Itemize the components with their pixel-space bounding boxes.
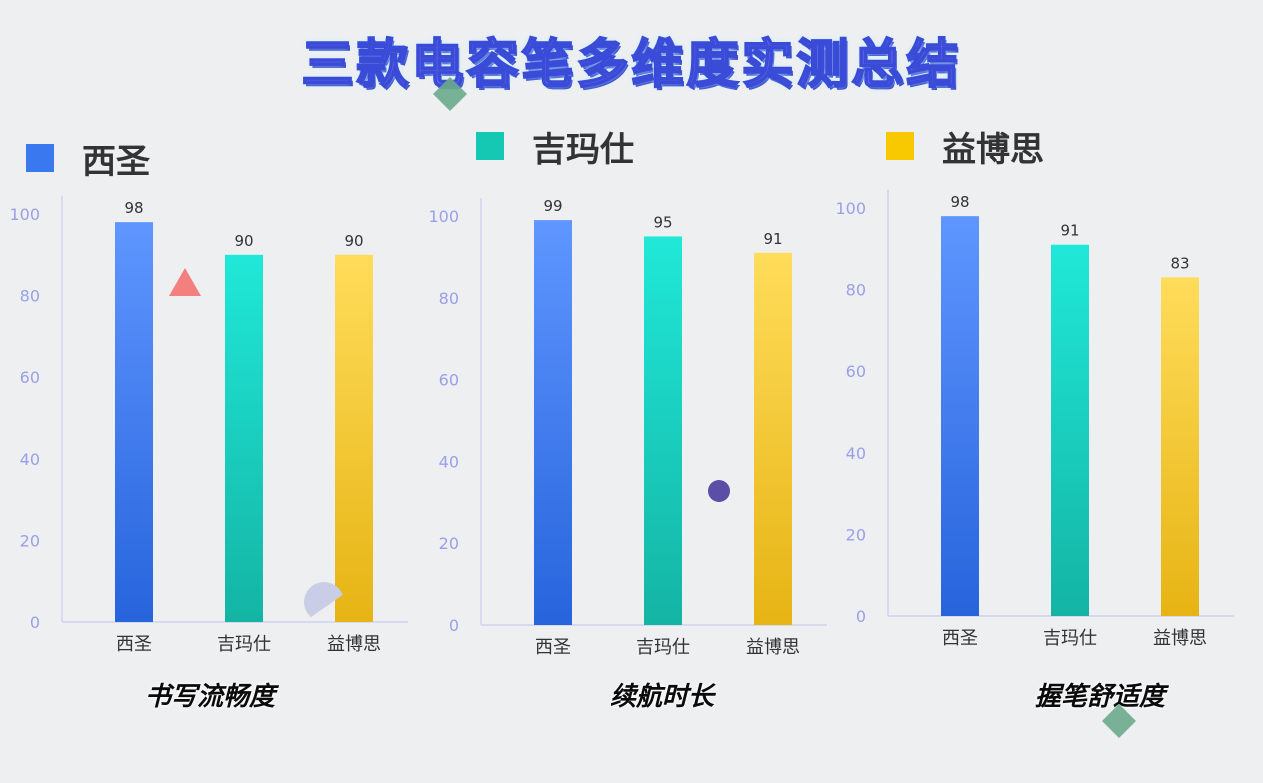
chart-title-comfort: 握笔舒适度	[1034, 682, 1165, 712]
bar	[335, 254, 373, 623]
x-tick-label: 吉玛仕	[636, 637, 690, 658]
legend-label-xisheng: 西圣	[82, 141, 150, 182]
legend-swatch-xisheng	[26, 144, 54, 172]
y-tick-label: 60	[20, 368, 40, 387]
circle-decoration	[708, 480, 730, 502]
bar	[1051, 244, 1089, 616]
y-tick-label: 80	[846, 281, 866, 300]
data-label: 98	[124, 199, 143, 217]
y-tick-label: 0	[856, 607, 866, 626]
bar	[534, 220, 572, 625]
y-tick-label: 0	[449, 616, 459, 635]
page-title: 三款电容笔多维度实测总结	[300, 34, 962, 96]
bar	[941, 216, 979, 616]
y-tick-label: 0	[30, 613, 40, 632]
legend-item-xisheng: 西圣	[26, 138, 150, 182]
x-tick-label: 西圣	[942, 628, 978, 649]
y-tick-label: 100	[835, 199, 866, 218]
legend-swatch-yiboshi	[886, 132, 914, 160]
legend-swatch-jimashi	[476, 132, 504, 160]
chart-title-writing: 书写流畅度	[144, 682, 275, 712]
data-label: 90	[344, 232, 363, 250]
legend-item-yiboshi: 益博思	[886, 126, 1044, 170]
y-tick-label: 20	[20, 531, 40, 550]
data-label: 99	[543, 197, 562, 215]
data-label: 98	[950, 193, 969, 211]
legend-item-jimashi: 吉玛仕	[476, 126, 634, 170]
x-tick-label: 益博思	[1153, 628, 1207, 649]
y-tick-label: 40	[20, 450, 40, 469]
data-label: 83	[1170, 254, 1189, 272]
x-tick-label: 益博思	[746, 637, 800, 658]
y-tick-label: 20	[846, 525, 866, 544]
y-tick-label: 40	[846, 444, 866, 463]
x-tick-label: 益博思	[327, 634, 381, 655]
bar	[225, 254, 263, 623]
legend-label-yiboshi: 益博思	[942, 129, 1044, 170]
data-label: 95	[653, 213, 672, 231]
x-tick-label: 吉玛仕	[1043, 628, 1097, 649]
y-tick-label: 40	[439, 452, 459, 471]
triangle-decoration	[169, 268, 201, 296]
x-tick-label: 西圣	[116, 634, 152, 655]
bar	[754, 252, 792, 625]
legend-label-jimashi: 吉玛仕	[532, 129, 634, 170]
bar	[115, 222, 153, 622]
y-tick-label: 60	[846, 362, 866, 381]
y-tick-label: 60	[439, 371, 459, 390]
bar	[1161, 277, 1199, 616]
y-tick-label: 20	[439, 534, 459, 553]
chart-title-battery: 续航时长	[609, 682, 714, 712]
y-tick-label: 100	[9, 205, 40, 224]
y-tick-label: 100	[428, 207, 459, 226]
y-tick-label: 80	[439, 289, 459, 308]
bar	[644, 236, 682, 625]
x-tick-label: 西圣	[535, 637, 571, 658]
data-label: 90	[234, 232, 253, 250]
data-label: 91	[1060, 222, 1079, 240]
data-label: 91	[763, 230, 782, 248]
x-tick-label: 吉玛仕	[217, 634, 271, 655]
y-tick-label: 80	[20, 287, 40, 306]
